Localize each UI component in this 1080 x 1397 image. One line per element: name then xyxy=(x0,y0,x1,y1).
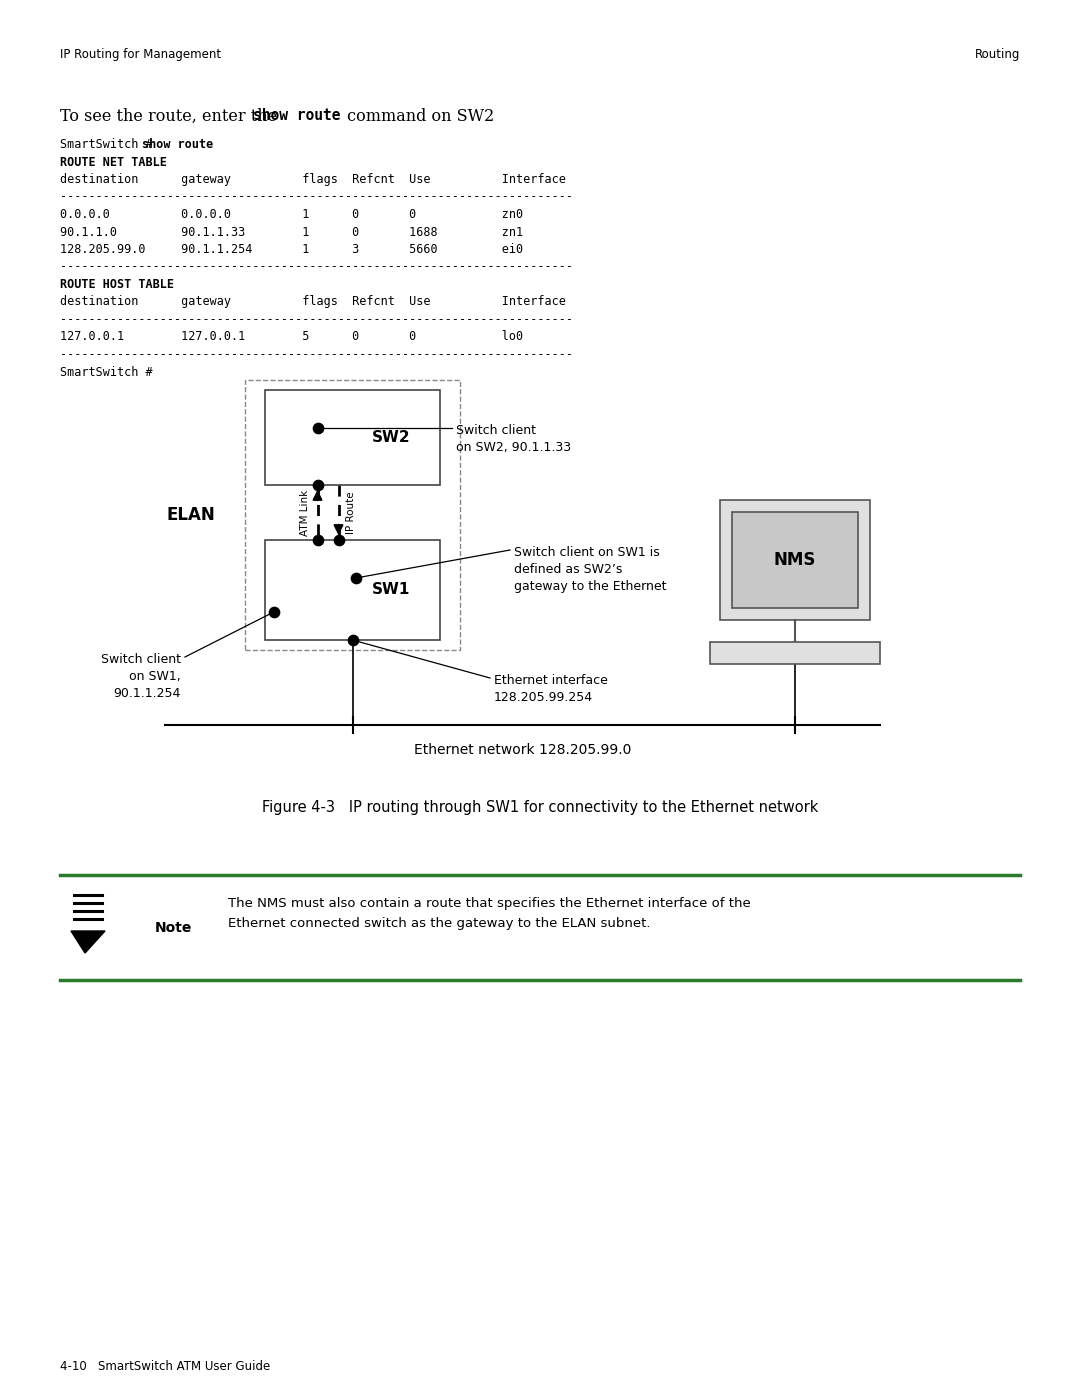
Text: ------------------------------------------------------------------------: ----------------------------------------… xyxy=(60,260,573,274)
Text: ROUTE NET TABLE: ROUTE NET TABLE xyxy=(60,155,167,169)
Text: Routing: Routing xyxy=(974,47,1020,61)
Text: ATM Link: ATM Link xyxy=(300,489,311,535)
Text: Ethernet connected switch as the gateway to the ELAN subnet.: Ethernet connected switch as the gateway… xyxy=(228,916,650,930)
Text: show route: show route xyxy=(253,108,340,123)
Text: NMS: NMS xyxy=(773,550,816,569)
Text: 0.0.0.0          0.0.0.0          1      0       0            zn0: 0.0.0.0 0.0.0.0 1 0 0 zn0 xyxy=(60,208,523,221)
Text: 90.1.1.0         90.1.1.33        1      0       1688         zn1: 90.1.1.0 90.1.1.33 1 0 1688 zn1 xyxy=(60,225,523,239)
Text: ROUTE HOST TABLE: ROUTE HOST TABLE xyxy=(60,278,174,291)
Point xyxy=(309,529,326,552)
Text: Switch client
on SW1,
90.1.1.254: Switch client on SW1, 90.1.1.254 xyxy=(102,652,181,700)
Bar xyxy=(732,511,858,608)
Point xyxy=(348,567,365,590)
Text: Figure 4-3   IP routing through SW1 for connectivity to the Ethernet network: Figure 4-3 IP routing through SW1 for co… xyxy=(261,800,819,814)
Text: IP Route: IP Route xyxy=(346,492,355,534)
Text: Switch client on SW1 is
defined as SW2’s
gateway to the Ethernet: Switch client on SW1 is defined as SW2’s… xyxy=(514,546,666,592)
Text: SW1: SW1 xyxy=(372,583,410,598)
Polygon shape xyxy=(71,930,105,953)
Bar xyxy=(265,541,440,640)
Text: To see the route, enter the: To see the route, enter the xyxy=(60,108,282,124)
Text: Switch client
on SW2, 90.1.1.33: Switch client on SW2, 90.1.1.33 xyxy=(456,425,571,454)
Bar xyxy=(720,500,870,620)
Text: ELAN: ELAN xyxy=(166,506,215,524)
Bar xyxy=(710,643,880,664)
Text: Ethernet network 128.205.99.0: Ethernet network 128.205.99.0 xyxy=(414,743,631,757)
Bar xyxy=(245,380,460,650)
Text: ------------------------------------------------------------------------: ----------------------------------------… xyxy=(60,313,573,326)
Point xyxy=(309,474,326,496)
Text: Note: Note xyxy=(156,921,192,935)
Text: SW2: SW2 xyxy=(372,430,410,446)
Point xyxy=(329,529,347,552)
Point xyxy=(309,416,326,439)
Text: destination      gateway          flags  Refcnt  Use          Interface: destination gateway flags Refcnt Use Int… xyxy=(60,296,566,309)
Text: SmartSwitch #: SmartSwitch # xyxy=(60,138,160,151)
Text: IP Routing for Management: IP Routing for Management xyxy=(60,47,221,61)
Text: ------------------------------------------------------------------------: ----------------------------------------… xyxy=(60,348,573,360)
Text: show route: show route xyxy=(141,138,213,151)
Text: SmartSwitch #: SmartSwitch # xyxy=(60,366,152,379)
Text: 4-10   SmartSwitch ATM User Guide: 4-10 SmartSwitch ATM User Guide xyxy=(60,1361,270,1373)
Point xyxy=(343,629,361,651)
Text: 128.205.99.0     90.1.1.254       1      3       5660         ei0: 128.205.99.0 90.1.1.254 1 3 5660 ei0 xyxy=(60,243,523,256)
Text: Ethernet interface
128.205.99.254: Ethernet interface 128.205.99.254 xyxy=(494,673,608,704)
Text: ------------------------------------------------------------------------: ----------------------------------------… xyxy=(60,190,573,204)
Text: The NMS must also contain a route that specifies the Ethernet interface of the: The NMS must also contain a route that s… xyxy=(228,897,751,909)
Bar xyxy=(265,390,440,485)
Text: 127.0.0.1        127.0.0.1        5      0       0            lo0: 127.0.0.1 127.0.0.1 5 0 0 lo0 xyxy=(60,331,523,344)
Point xyxy=(265,601,282,623)
Text: command on SW2: command on SW2 xyxy=(342,108,495,124)
Text: destination      gateway          flags  Refcnt  Use          Interface: destination gateway flags Refcnt Use Int… xyxy=(60,173,566,186)
